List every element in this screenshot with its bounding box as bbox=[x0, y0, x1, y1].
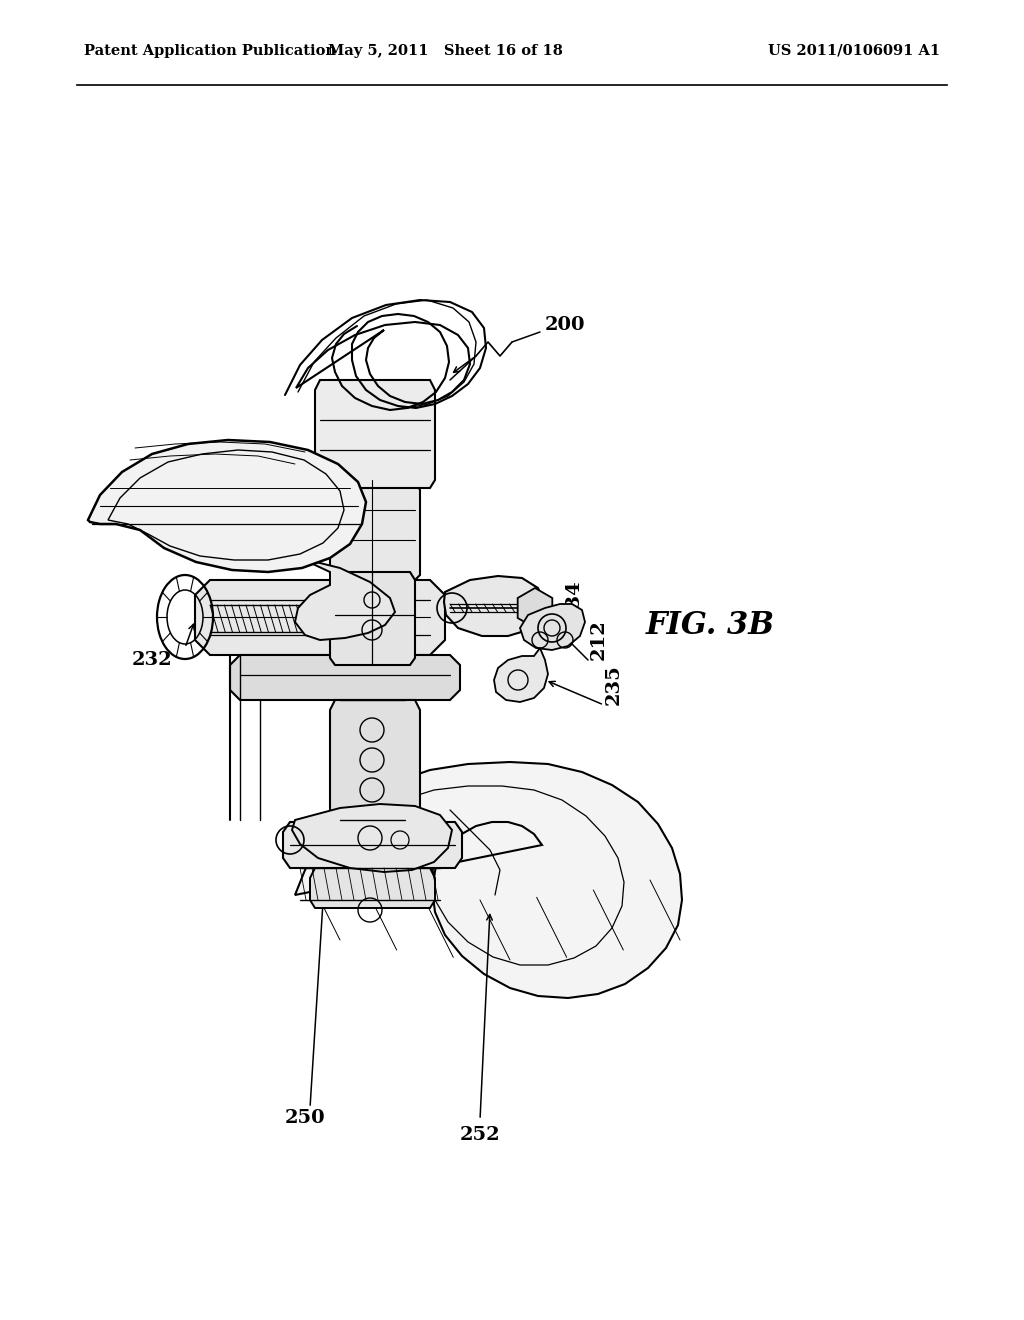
Polygon shape bbox=[195, 579, 445, 655]
Polygon shape bbox=[310, 869, 435, 908]
Polygon shape bbox=[283, 822, 462, 869]
Polygon shape bbox=[292, 804, 452, 873]
Polygon shape bbox=[494, 648, 548, 702]
Polygon shape bbox=[230, 655, 460, 700]
Text: 235: 235 bbox=[605, 665, 623, 705]
Text: May 5, 2011   Sheet 16 of 18: May 5, 2011 Sheet 16 of 18 bbox=[328, 44, 563, 58]
Text: 250: 250 bbox=[285, 1109, 326, 1127]
Polygon shape bbox=[330, 700, 420, 828]
Text: 234: 234 bbox=[565, 579, 583, 620]
Polygon shape bbox=[295, 762, 682, 998]
Polygon shape bbox=[330, 572, 415, 665]
Text: 252: 252 bbox=[460, 1126, 501, 1144]
Text: Patent Application Publication: Patent Application Publication bbox=[84, 44, 336, 58]
Polygon shape bbox=[295, 558, 395, 640]
Polygon shape bbox=[315, 380, 435, 488]
Text: US 2011/0106091 A1: US 2011/0106091 A1 bbox=[768, 44, 940, 58]
Polygon shape bbox=[518, 587, 552, 628]
Text: 232: 232 bbox=[132, 651, 172, 669]
Polygon shape bbox=[330, 480, 420, 579]
Polygon shape bbox=[520, 605, 585, 649]
Text: 212: 212 bbox=[590, 619, 608, 660]
Text: FIG. 3B: FIG. 3B bbox=[645, 610, 774, 640]
Polygon shape bbox=[88, 440, 366, 572]
Polygon shape bbox=[444, 576, 544, 636]
Text: 200: 200 bbox=[545, 315, 586, 334]
